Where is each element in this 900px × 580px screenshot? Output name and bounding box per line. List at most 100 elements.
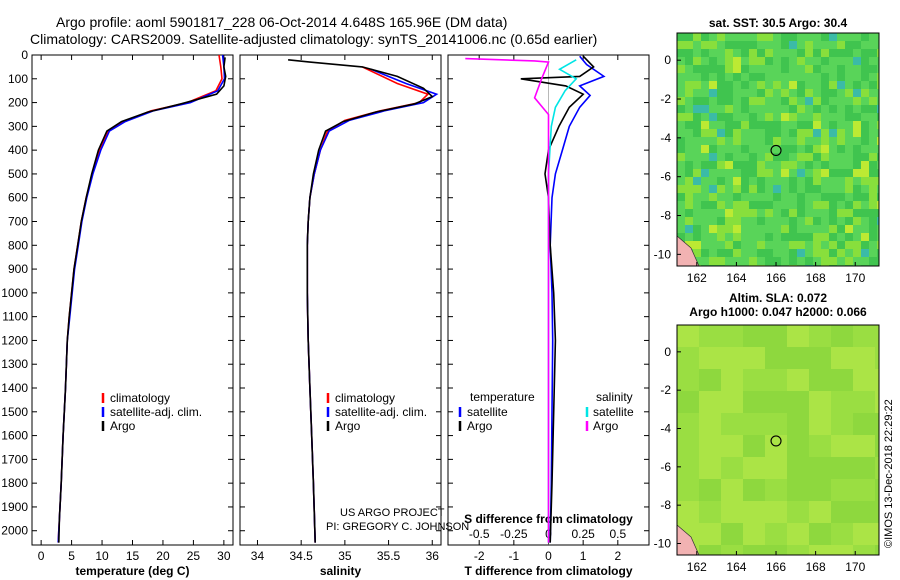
sla_map-cell (809, 545, 831, 555)
depth-tick-label: 1800 (1, 476, 28, 490)
sst_map-cell (861, 113, 869, 121)
sst_map-cell (781, 137, 789, 145)
sst_map-cell (677, 217, 685, 225)
sst_map-cell (733, 249, 741, 257)
sla_map-cell (699, 545, 721, 555)
difference-line-t-argo (520, 55, 595, 543)
sst_map-cell (733, 201, 741, 209)
sla_map-cell (743, 347, 765, 369)
sst_map-cell (701, 145, 709, 153)
sst_map-cell (789, 57, 797, 65)
sst_map-cell (733, 121, 741, 129)
sla_map-cell (831, 391, 853, 413)
sst_map-cell (797, 169, 805, 177)
sst_map-cell (765, 41, 773, 49)
sst_map-cell (717, 225, 725, 233)
sla_map-cell (787, 347, 809, 369)
sst_map-cell (701, 137, 709, 145)
sst_map-cell (749, 225, 757, 233)
sst_map-cell (781, 121, 789, 129)
sst_map-cell (861, 73, 869, 81)
sst_map-cell (805, 225, 813, 233)
sst_map-cell (813, 225, 821, 233)
sst_map-cell (685, 89, 693, 97)
sst_map-cell (781, 65, 789, 73)
sst_map-cell (757, 153, 765, 161)
sla_map-cell (743, 369, 765, 391)
sst_map-cell (861, 193, 869, 201)
sst_map-cell (701, 65, 709, 73)
sla_map-cell (853, 391, 875, 413)
sst_map-cell (773, 209, 781, 217)
sst_map-cell (677, 81, 685, 89)
sst_map-cell (781, 241, 789, 249)
sst_map-xtick-label: 162 (687, 271, 707, 285)
sst_map-cell (829, 89, 837, 97)
sst_map-cell (805, 57, 813, 65)
sla_map-cell (875, 545, 879, 555)
sst_map-cell (805, 233, 813, 241)
sla_map-cell (787, 545, 809, 555)
sst_map-cell (813, 113, 821, 121)
sst_map-cell (877, 113, 879, 121)
depth-tick-label: 2000 (1, 524, 28, 538)
sst_map-cell (821, 89, 829, 97)
sst_map-cell (797, 153, 805, 161)
sst_map-cell (701, 73, 709, 81)
sst_map-cell (709, 81, 717, 89)
sst_map-cell (877, 89, 879, 97)
sst_map-cell (677, 225, 685, 233)
sst_map-cell (845, 249, 853, 257)
sst_map-cell (813, 121, 821, 129)
sst_map-cell (853, 121, 861, 129)
sst_map-cell (765, 185, 773, 193)
sst_map-cell (741, 113, 749, 121)
sst_map-cell (741, 81, 749, 89)
sst_map-cell (701, 49, 709, 57)
sst_map-cell (781, 169, 789, 177)
sst_map-cell (701, 33, 709, 41)
sla_map-cell (721, 369, 743, 391)
sla_map-cell (765, 369, 787, 391)
sst_map-cell (813, 73, 821, 81)
sst_map-cell (797, 249, 805, 257)
sst_map-cell (853, 97, 861, 105)
sst_map-cell (765, 81, 773, 89)
sst_map-cell (749, 49, 757, 57)
sst_map-cell (749, 233, 757, 241)
sst_map-cell (797, 129, 805, 137)
sst_map-cell (725, 177, 733, 185)
sla_map-cell (831, 479, 853, 501)
sst_map-cell (853, 81, 861, 89)
sla_map-cell (875, 479, 879, 501)
sst_map-cell (749, 153, 757, 161)
sst_map-cell (709, 89, 717, 97)
sst_map-cell (733, 97, 741, 105)
sst_map-cell (717, 233, 725, 241)
sst_map-cell (693, 89, 701, 97)
sla_map-cell (875, 523, 879, 545)
sst_map-cell (701, 161, 709, 169)
sst_map-cell (853, 233, 861, 241)
sst_map-cell (757, 81, 765, 89)
temperature-xtick-label: 10 (95, 549, 109, 563)
sst_map-cell (701, 81, 709, 89)
sst_map-cell (861, 137, 869, 145)
sst_map-cell (693, 97, 701, 105)
sst_map-cell (853, 105, 861, 113)
sst_map-cell (781, 145, 789, 153)
sst_map-cell (797, 57, 805, 65)
sla_map-cell (831, 457, 853, 479)
sla_map-cell (809, 457, 831, 479)
sla_map-cell (809, 391, 831, 413)
sst_map-xtick-label: 164 (726, 271, 746, 285)
difference-line-s-argo (465, 57, 550, 543)
sst_map-cell (789, 113, 797, 121)
sst_map-cell (877, 169, 879, 177)
sst_map-cell (829, 97, 837, 105)
sla_map-cell (721, 391, 743, 413)
sst_map-cell (725, 161, 733, 169)
sst_map-cell (861, 153, 869, 161)
sst_map-cell (789, 177, 797, 185)
sst_map-cell (693, 137, 701, 145)
